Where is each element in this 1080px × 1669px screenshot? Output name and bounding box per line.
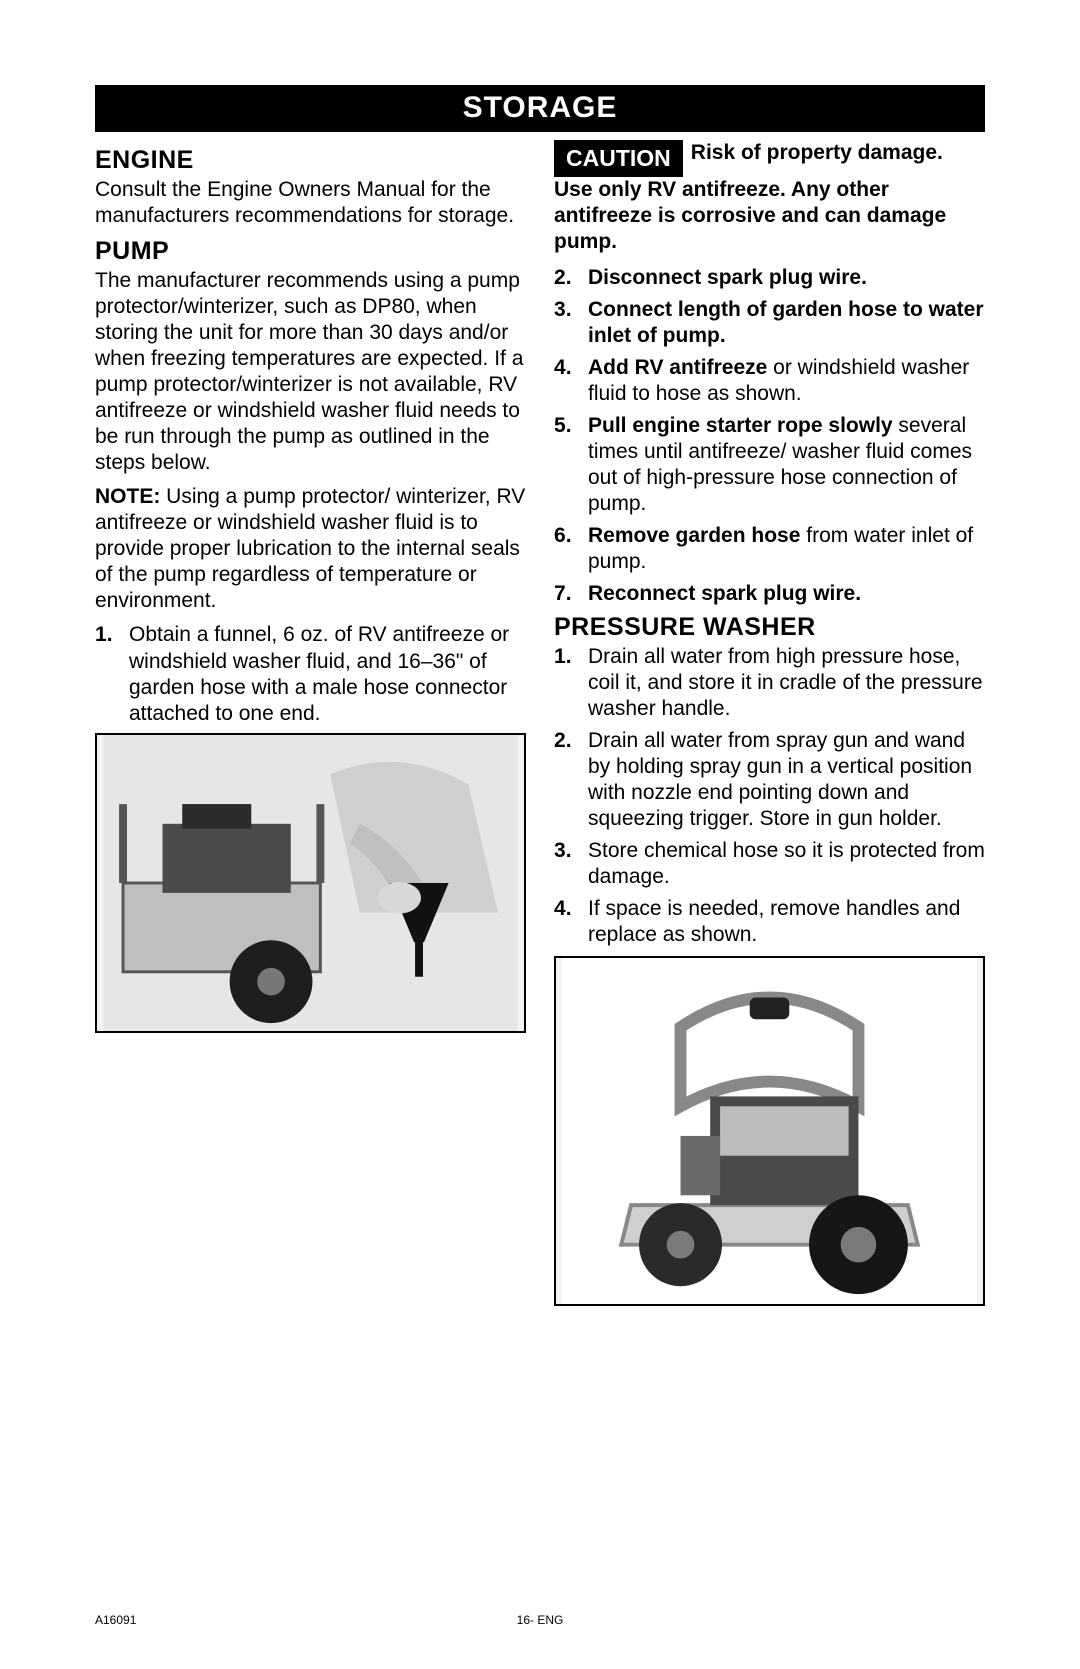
pump-step-2: Disconnect spark plug wire. xyxy=(554,265,985,291)
note-label: NOTE: xyxy=(95,485,160,508)
pump-steps-right: Disconnect spark plug wire. Connect leng… xyxy=(554,265,985,607)
right-column: CAUTIONRisk of property damage. Use only… xyxy=(554,140,985,1306)
pump-step-6: Remove garden hose from water inlet of p… xyxy=(554,523,985,575)
engine-heading: ENGINE xyxy=(95,146,526,175)
caution-paragraph: CAUTIONRisk of property damage. Use only… xyxy=(554,140,985,255)
pump-step-4-bold: Add RV antifreeze xyxy=(588,356,767,379)
pump-heading: PUMP xyxy=(95,237,526,266)
pw-step-2: Drain all water from spray gun and wand … xyxy=(554,728,985,832)
pump-body-1: The manufacturer recommends using a pump… xyxy=(95,268,526,476)
stored-washer-figure xyxy=(554,956,985,1306)
pump-step-1: Obtain a funnel, 6 oz. of RV antifreeze … xyxy=(95,622,526,726)
pump-step-5-bold: Pull engine starter rope slowly xyxy=(588,414,893,437)
funnel-figure xyxy=(95,733,526,1033)
pressure-washer-heading: PRESSURE WASHER xyxy=(554,613,985,642)
pw-step-4: If space is needed, remove handles and r… xyxy=(554,896,985,948)
pump-step-5: Pull engine starter rope slowly several … xyxy=(554,413,985,517)
pw-step-3: Store chemical hose so it is protected f… xyxy=(554,838,985,890)
pw-step-1: Drain all water from high pressure hose,… xyxy=(554,644,985,722)
pump-step-4: Add RV antifreeze or windshield washer f… xyxy=(554,355,985,407)
caution-label: CAUTION xyxy=(554,140,683,177)
pressure-washer-steps: Drain all water from high pressure hose,… xyxy=(554,644,985,948)
pump-steps-left: Obtain a funnel, 6 oz. of RV antifreeze … xyxy=(95,622,526,726)
pump-step-3: Connect length of garden hose to water i… xyxy=(554,297,985,349)
pump-step-6-bold: Remove garden hose xyxy=(588,524,800,547)
pump-note-text: Using a pump protector/ winterizer, RV a… xyxy=(95,485,525,612)
footer-page-number: 16- ENG xyxy=(95,1613,985,1627)
storage-banner: STORAGE xyxy=(95,85,985,132)
pump-step-7: Reconnect spark plug wire. xyxy=(554,581,985,607)
two-column-layout: ENGINE Consult the Engine Owners Manual … xyxy=(95,140,985,1306)
pump-note: NOTE: Using a pump protector/ winterizer… xyxy=(95,484,526,614)
page-footer: A16091 16- ENG xyxy=(95,1613,985,1627)
funnel-illustration-icon xyxy=(97,735,524,1031)
engine-body: Consult the Engine Owners Manual for the… xyxy=(95,177,526,229)
left-column: ENGINE Consult the Engine Owners Manual … xyxy=(95,140,526,1306)
stored-washer-illustration-icon xyxy=(556,958,983,1304)
